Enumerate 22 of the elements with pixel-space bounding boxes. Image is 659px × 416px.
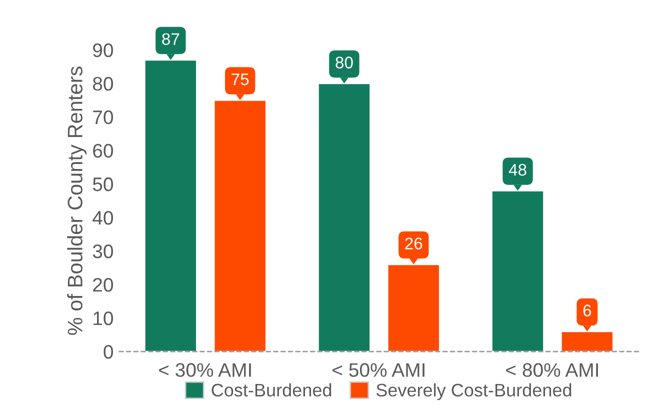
data-label: 80 — [336, 56, 353, 68]
y-tick-label: 10 — [94, 311, 113, 326]
data-label: 87 — [162, 33, 180, 46]
legend-label: Severely Cost-Burdened — [376, 383, 572, 400]
y-tick-label: 80 — [92, 76, 113, 91]
y-tick-label: 30 — [92, 244, 113, 258]
x-tick-label: < 50% AMI — [332, 363, 424, 377]
y-tick-label: 60 — [93, 144, 113, 158]
y-axis-title: % of Boulder County Renters — [67, 66, 87, 335]
y-tick-label: 90 — [93, 43, 113, 58]
x-tick-label: < 30% AMI — [159, 363, 251, 377]
y-tick-label: 20 — [93, 278, 113, 292]
x-tick-label: < 80% AMI — [506, 363, 598, 377]
y-tick-label: 0 — [104, 344, 113, 359]
data-label: 26 — [405, 238, 422, 250]
y-tick-label: 40 — [92, 210, 113, 225]
y-tick-label: 50 — [92, 177, 113, 192]
y-tick-label: 70 — [93, 110, 113, 124]
data-label: 6 — [583, 304, 592, 316]
data-label: 75 — [232, 74, 249, 86]
legend-label: Cost-Burdened — [212, 383, 332, 397]
data-label: 48 — [508, 164, 526, 176]
